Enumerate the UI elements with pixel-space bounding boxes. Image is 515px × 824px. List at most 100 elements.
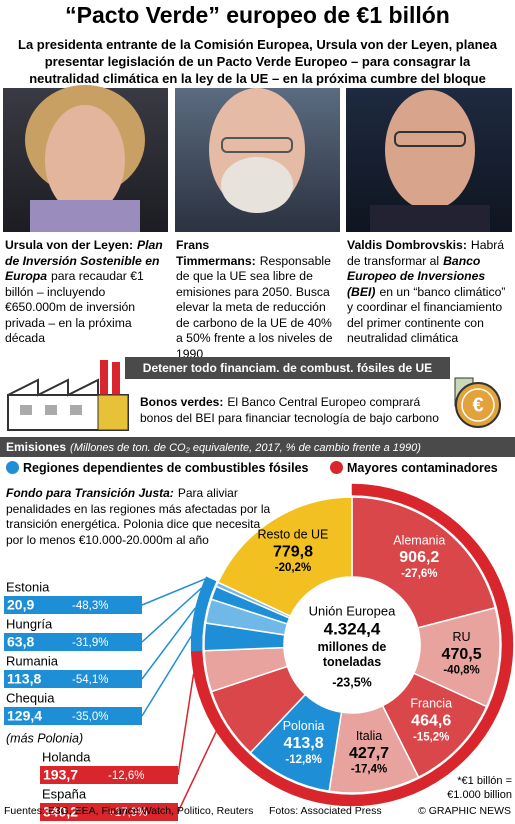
segment-change: -12,8% bbox=[285, 754, 321, 766]
fund-body: Para aliviar penalidades en las regiones… bbox=[6, 486, 271, 547]
title: “Pacto Verde” europeo de €1 billón bbox=[65, 2, 450, 28]
person-body: en un “banco climático” y coordinar el f… bbox=[347, 284, 506, 346]
legend-item: Regiones dependientes de combustibles fó… bbox=[6, 461, 309, 475]
region-name: Rumania bbox=[6, 653, 59, 668]
svg-text:€: € bbox=[472, 394, 483, 416]
legend-item: Mayores contaminadores bbox=[330, 461, 498, 475]
segment-value: 779,8 bbox=[273, 543, 313, 560]
person-text: Ursula von der Leyen: Plan de Inversión S… bbox=[5, 238, 167, 347]
donut-segment bbox=[216, 496, 353, 618]
region-name: España bbox=[42, 786, 87, 801]
region-box bbox=[4, 707, 142, 725]
donut-segment bbox=[351, 496, 497, 629]
footer: Fuentes: E3G, EEA, Finance Watch, Politi… bbox=[4, 805, 511, 817]
legend-label: Mayores contaminadores bbox=[347, 461, 498, 475]
segment-name: Italia bbox=[356, 729, 382, 743]
person-body: para recaudar €1 billón – incluyendo €65… bbox=[5, 269, 144, 345]
region-value: 193,7 bbox=[43, 767, 78, 783]
segment-name: Resto de UE bbox=[258, 527, 329, 541]
region-change: -31,9% bbox=[72, 637, 108, 649]
photo bbox=[346, 88, 512, 232]
region-value: 63,8 bbox=[7, 634, 34, 650]
photo bbox=[175, 88, 340, 232]
center-unit: millones de toneladas bbox=[318, 640, 387, 669]
photo-credit: Fotos: Associated Press bbox=[269, 805, 382, 817]
region-box bbox=[4, 633, 142, 651]
segment-change: -17,4% bbox=[351, 764, 387, 776]
banner: Detener todo financiam. de combust. fósi… bbox=[125, 357, 450, 379]
emissions-bar: Emisiones (Millones de ton. de CO₂ equiva… bbox=[0, 437, 515, 457]
segment-value: 464,6 bbox=[411, 713, 451, 730]
region-name: Chequia bbox=[6, 690, 55, 705]
person-text: Valdis Dombrovskis: Habrá de transformar … bbox=[347, 238, 509, 347]
poland-note: (más Polonia) bbox=[6, 731, 83, 745]
person-body: Responsable de que la UE sea libre de em… bbox=[176, 253, 333, 361]
leader-line bbox=[177, 731, 217, 813]
bonds-label: Bonos verdes: bbox=[140, 395, 224, 409]
segment-change: -40,8% bbox=[443, 665, 479, 677]
person-emphasis: Plan de Inversión Sostenible en Europa bbox=[5, 238, 163, 283]
person-name: Ursula von der Leyen: bbox=[5, 238, 134, 252]
leader-line bbox=[141, 635, 192, 717]
region-value: 113,8 bbox=[7, 671, 41, 687]
region-value: 129,4 bbox=[7, 708, 42, 724]
bonds-text: Bonos verdes: El Banco Central Europeo co… bbox=[140, 394, 440, 426]
region-name: Estonia bbox=[6, 579, 50, 594]
donut-center bbox=[285, 578, 419, 712]
region-change: -12,6% bbox=[108, 770, 144, 782]
region-box bbox=[4, 596, 142, 614]
person-emphasis: Banco Europeo de Inversiones (BEI) bbox=[347, 253, 486, 299]
sources: Fuentes: E3G, EEA, Finance Watch, Politi… bbox=[4, 805, 254, 817]
fund-label: Fondo para Transición Justa: bbox=[6, 486, 174, 500]
person-name: Frans Timmermans: bbox=[176, 238, 256, 268]
region-change: -54,1% bbox=[72, 674, 108, 686]
credit: © GRAPHIC NEWS bbox=[418, 805, 511, 817]
region-box bbox=[40, 803, 178, 821]
legend-swatch bbox=[330, 461, 343, 474]
emissions-donut: Alemania 906,2 -27,6% RU 470,5 -40,8% Francia 4… bbox=[4, 483, 514, 821]
person-text: Frans Timmermans: Responsable de que la U… bbox=[176, 238, 338, 362]
region-change: -35,0% bbox=[72, 711, 108, 723]
region-value: 340,2 bbox=[43, 804, 78, 820]
legend-swatch bbox=[6, 461, 19, 474]
person-body: Habrá de transformar al bbox=[347, 238, 505, 268]
euro-coin-icon: € bbox=[454, 377, 501, 428]
segment-value: 906,2 bbox=[399, 549, 439, 566]
center-name: Unión Europea bbox=[309, 603, 396, 618]
region-change: +17,9% bbox=[108, 807, 147, 819]
segment-value: 413,8 bbox=[284, 735, 324, 752]
region-value: 20,9 bbox=[7, 597, 34, 613]
leader-line bbox=[141, 607, 196, 680]
person-name: Valdis Dombrovskis: bbox=[347, 238, 467, 252]
emissions-title: Emisiones bbox=[6, 440, 67, 454]
factory-icon bbox=[7, 360, 129, 431]
center-change: -23,5% bbox=[332, 675, 372, 689]
emissions-subtitle: (Millones de ton. de CO₂ equivalente, 20… bbox=[70, 442, 421, 454]
segment-name: RU bbox=[453, 630, 471, 644]
group-ring bbox=[190, 620, 204, 652]
photo bbox=[3, 85, 168, 232]
segment-change: -27,6% bbox=[401, 568, 437, 580]
leader-line bbox=[141, 587, 202, 643]
leader-line bbox=[141, 578, 206, 606]
region-name: Hungría bbox=[6, 616, 53, 631]
leader-line bbox=[177, 673, 195, 776]
note: *€1 billón = €1.000 billion bbox=[447, 775, 512, 801]
segment-value: 470,5 bbox=[442, 646, 482, 663]
fund-text: Fondo para Transición Justa: Para aliviar… bbox=[6, 486, 271, 548]
center-total: 4.324,4 bbox=[324, 619, 381, 638]
segment-name: Francia bbox=[410, 697, 452, 711]
legend-label: Regiones dependientes de combustibles fó… bbox=[23, 461, 309, 475]
subtitle: La presidenta entrante de la Comisión Eu… bbox=[18, 37, 497, 86]
region-box bbox=[40, 766, 178, 784]
region-box bbox=[4, 670, 142, 688]
segment-name: Polonia bbox=[283, 719, 325, 733]
segment-value: 427,7 bbox=[349, 745, 389, 762]
segment-change: -15,2% bbox=[413, 731, 449, 743]
bonds-body: El Banco Central Europeo comprará bonos … bbox=[140, 395, 439, 425]
segment-change: -20,2% bbox=[275, 562, 311, 574]
region-name: Holanda bbox=[42, 749, 91, 764]
segment-name: Alemania bbox=[393, 533, 445, 547]
